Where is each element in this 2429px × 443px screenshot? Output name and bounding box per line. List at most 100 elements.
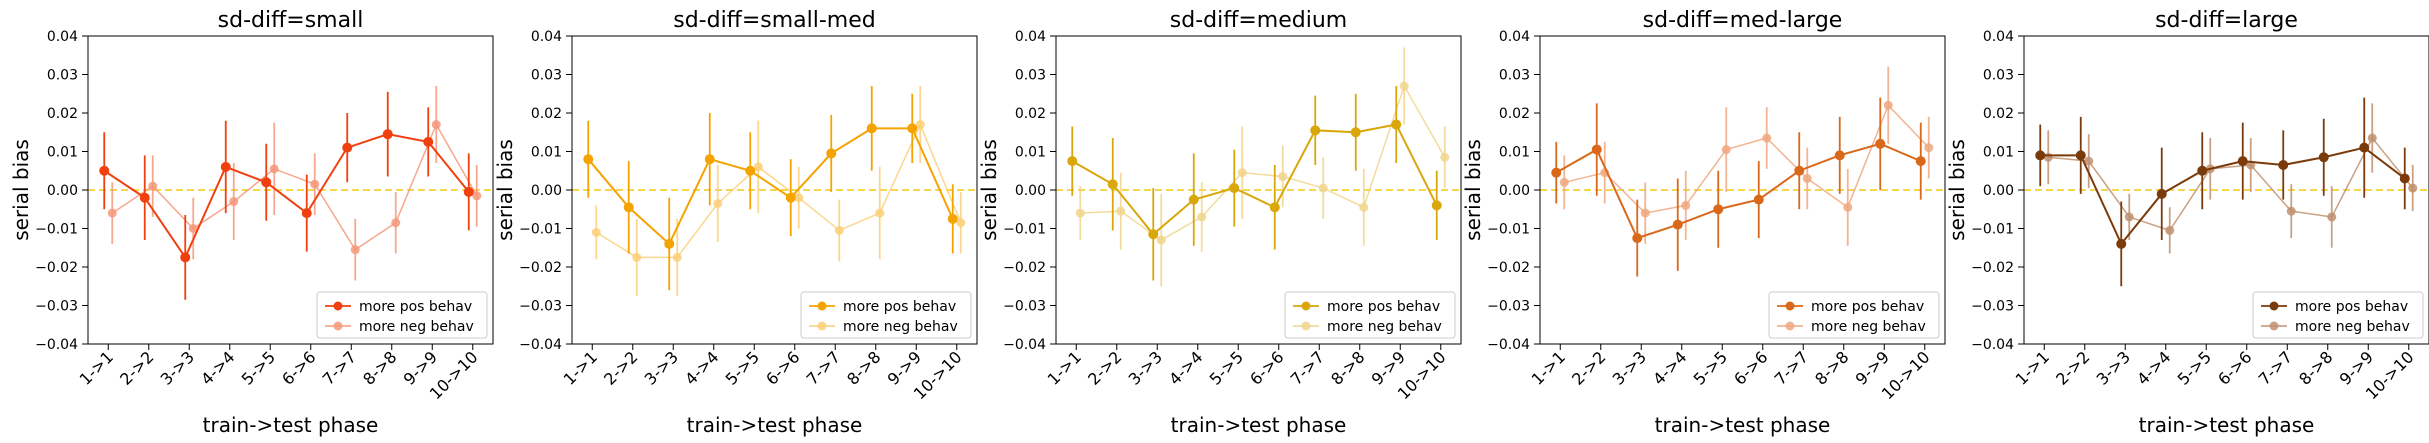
- x-tick-label: 7->7: [803, 347, 844, 388]
- data-point: [1834, 150, 1845, 161]
- data-point: [391, 218, 401, 228]
- data-point: [1391, 119, 1402, 130]
- data-point: [2043, 152, 2053, 162]
- x-axis-label: train->test phase: [1171, 413, 1347, 437]
- y-tick-label: −0.04: [1971, 337, 2014, 353]
- y-tick-label: −0.04: [35, 337, 78, 353]
- series-more-neg-behav: [591, 86, 966, 296]
- legend-entry-label: more neg behav: [1811, 319, 1926, 335]
- data-point: [2116, 238, 2127, 249]
- subplot-title: sd-diff=small: [218, 8, 364, 33]
- legend: more pos behav more neg behav: [1768, 291, 1940, 339]
- series-more-pos-behav: [99, 91, 474, 300]
- data-point: [1269, 202, 1280, 213]
- data-point: [382, 129, 393, 140]
- legend-entry-label: more neg behav: [359, 319, 474, 335]
- x-axis-label: train->test phase: [2139, 413, 2315, 437]
- x-tick-label: 8->8: [1327, 347, 1368, 388]
- y-tick-label: 0.04: [1499, 29, 1530, 45]
- data-point: [1229, 183, 1240, 194]
- data-point: [2197, 165, 2208, 176]
- series-line: [595, 122, 962, 259]
- series-more-pos-behav: [2035, 97, 2410, 287]
- plot-area-frame: [571, 35, 978, 345]
- data-point: [107, 208, 117, 218]
- data-point: [2075, 150, 2086, 161]
- y-tick-label: 0.00: [1499, 183, 1530, 199]
- data-point: [350, 245, 360, 255]
- data-point: [1278, 172, 1288, 182]
- legend-swatch-marker: [1785, 301, 1795, 311]
- series-line: [2048, 136, 2414, 232]
- y-tick-label: −0.03: [1003, 299, 1046, 315]
- y-tick-label: 0.02: [1499, 106, 1530, 122]
- y-tick-label: −0.02: [519, 260, 562, 276]
- y-tick-label: −0.04: [519, 337, 562, 353]
- legend: more pos behav more neg behav: [800, 291, 972, 339]
- data-point: [2035, 150, 2046, 161]
- y-tick-label: 0.01: [1499, 145, 1530, 161]
- data-point: [1431, 200, 1442, 211]
- x-tick-label: 5->5: [238, 347, 279, 388]
- y-tick-label: 0.00: [1015, 183, 1046, 199]
- y-tick-label: −0.02: [35, 260, 78, 276]
- data-point: [664, 238, 675, 249]
- y-tick-label: 0.03: [1015, 68, 1046, 84]
- subplot-2: sd-diff=small-med −0.04 −0.03 −0.02 −0.01 0.0…: [493, 8, 978, 437]
- data-point: [704, 154, 715, 165]
- x-tick-label: 5->5: [722, 347, 763, 388]
- legend-entry-label: more pos behav: [1327, 299, 1440, 315]
- data-point: [907, 123, 918, 134]
- y-tick-label: 0.01: [531, 145, 562, 161]
- data-point: [1116, 206, 1126, 216]
- plot-area-frame: [1055, 35, 1462, 345]
- y-tick-label: 0.04: [47, 29, 78, 45]
- series-more-neg-behav: [1559, 66, 1934, 246]
- legend-box: [2252, 291, 2424, 339]
- legend-swatch-marker: [1301, 301, 1311, 311]
- y-tick-label: 0.02: [531, 106, 562, 122]
- legend: more pos behav more neg behav: [316, 291, 488, 339]
- series-more-neg-behav: [107, 86, 482, 281]
- series-line: [1564, 103, 1930, 214]
- y-tick-label: −0.03: [35, 299, 78, 315]
- series-more-pos-behav: [1067, 86, 1442, 281]
- x-axis-label: train->test phase: [1655, 413, 1831, 437]
- data-point: [301, 208, 312, 219]
- y-axis-label: serial bias: [493, 139, 517, 241]
- x-tick-label: 3->3: [157, 347, 198, 388]
- plot-area-frame: [2023, 35, 2429, 345]
- legend-swatch-marker: [333, 301, 343, 311]
- data-point: [1188, 194, 1199, 205]
- data-point: [2124, 212, 2134, 222]
- data-point: [947, 213, 958, 224]
- x-tick-label: 7->7: [1771, 347, 1812, 388]
- y-tick-label: −0.04: [1003, 337, 1046, 353]
- x-tick-label: 1->1: [560, 347, 601, 388]
- data-point: [672, 252, 682, 262]
- data-point: [2367, 133, 2377, 143]
- y-tick-label: 0.01: [47, 145, 78, 161]
- y-axis-label: serial bias: [9, 139, 33, 241]
- subplot-1: sd-diff=small −0.04 −0.03 −0.02 −0.01 0.00 0.0…: [9, 8, 494, 437]
- legend-box: [1768, 291, 1940, 339]
- x-tick-label: 4->4: [2133, 347, 2174, 388]
- series-more-neg-behav: [1075, 47, 1450, 287]
- x-tick-label: 6->6: [2214, 347, 2255, 388]
- data-point: [583, 154, 594, 165]
- legend-swatch-marker: [817, 321, 827, 331]
- x-axis-label: train->test phase: [203, 413, 379, 437]
- y-tick-label: 0.04: [1983, 29, 2014, 45]
- x-tick-label: 2->2: [2052, 347, 2093, 388]
- x-tick-label: 5->5: [1206, 347, 1247, 388]
- series-line: [1080, 84, 1446, 241]
- x-tick-label: 2->2: [116, 347, 157, 388]
- subplot-title: sd-diff=med-large: [1643, 8, 1843, 33]
- data-point: [745, 165, 756, 176]
- data-point: [2327, 212, 2337, 222]
- legend-swatch-marker: [817, 301, 827, 311]
- data-point: [1802, 173, 1812, 183]
- data-point: [2399, 173, 2410, 184]
- x-tick-label: 5->5: [2174, 347, 2215, 388]
